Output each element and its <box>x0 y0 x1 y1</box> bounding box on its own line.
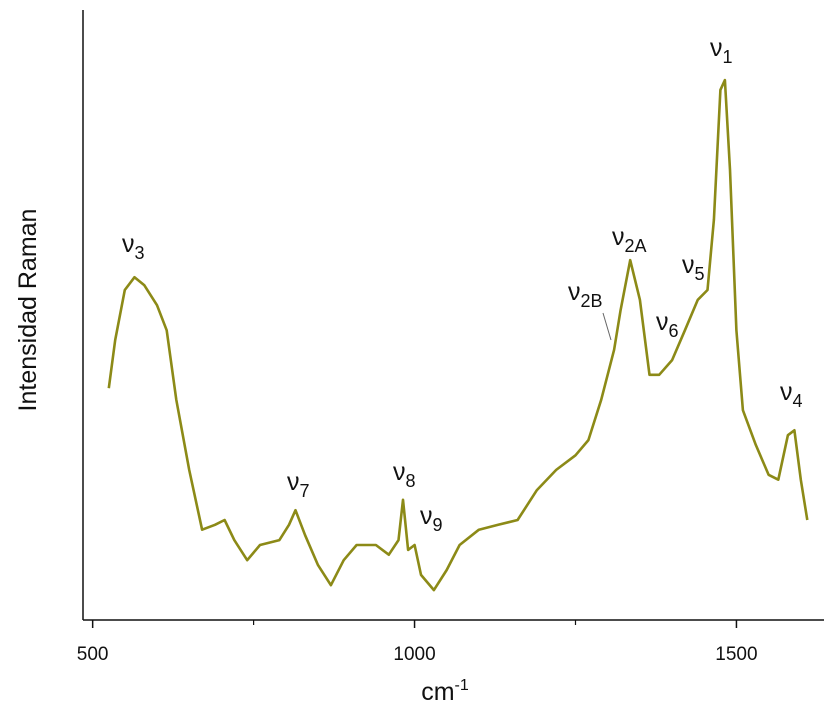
x-axis-label-main: cm <box>421 678 454 706</box>
peak-label: ν8 <box>393 458 416 491</box>
peak-label-symbol: ν <box>568 278 581 306</box>
peak-label: ν4 <box>780 378 803 411</box>
peak-label-sub: 8 <box>406 471 416 491</box>
peak-label-symbol: ν <box>122 230 135 258</box>
peak-label-sub: 7 <box>300 481 310 501</box>
spectrum-line <box>107 78 809 592</box>
peak-label-sub: 1 <box>723 47 733 67</box>
peak-label-sub: 4 <box>793 391 803 411</box>
annotation-pointer <box>602 312 612 341</box>
x-axis-label-sup: -1 <box>455 677 469 694</box>
peak-label: ν3 <box>122 230 145 263</box>
peak-label-symbol: ν <box>393 458 406 486</box>
peak-label: ν7 <box>287 468 310 501</box>
x-tick-label: 1500 <box>715 644 757 665</box>
peak-label-sub: 6 <box>669 321 679 341</box>
peak-label: ν2A <box>612 223 647 256</box>
peak-label: ν5 <box>682 251 705 284</box>
peak-label-symbol: ν <box>682 251 695 279</box>
peak-label-sub: 2B <box>581 291 603 311</box>
x-tick-label: 1000 <box>393 644 435 665</box>
peak-label-sub: 9 <box>433 515 443 535</box>
y-axis-label: Intensidad Raman <box>14 209 42 412</box>
x-tick-label: 500 <box>77 644 109 665</box>
peak-label-sub: 5 <box>695 264 705 284</box>
peak-label-symbol: ν <box>656 308 669 336</box>
peak-label-symbol: ν <box>287 468 300 496</box>
peak-label-symbol: ν <box>710 34 723 62</box>
peak-label: ν1 <box>710 34 733 67</box>
peak-label: ν2B <box>568 278 603 311</box>
peak-label-symbol: ν <box>420 502 433 530</box>
peak-label-sub: 3 <box>135 243 145 263</box>
peak-label-symbol: ν <box>780 378 793 406</box>
peak-label-sub: 2A <box>625 236 647 256</box>
x-axis-label: cm-1 <box>421 677 469 706</box>
peak-label: ν9 <box>420 502 443 535</box>
peak-label-symbol: ν <box>612 223 625 251</box>
peak-label: ν6 <box>656 308 679 341</box>
